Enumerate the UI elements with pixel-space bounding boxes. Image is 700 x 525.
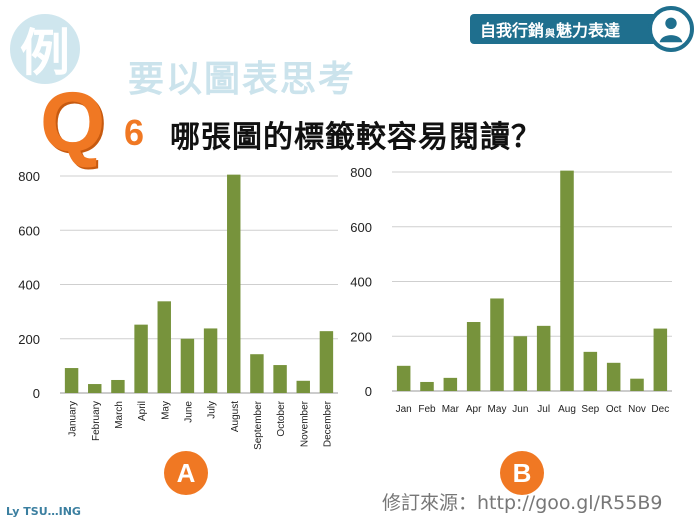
bar-feb — [420, 381, 434, 391]
bar-may — [157, 301, 171, 393]
category-label: Sep — [581, 404, 599, 415]
category-label: August — [230, 401, 241, 432]
question-number: 6 — [124, 112, 145, 153]
question-letter: Q — [40, 75, 106, 169]
banner-text-a: 自我行銷 — [480, 21, 545, 40]
bar-may — [490, 298, 504, 391]
category-label: December — [322, 400, 333, 447]
category-label: Oct — [606, 404, 622, 415]
bar-jul — [536, 325, 551, 391]
bar-december — [319, 331, 334, 393]
y-tick-label: 0 — [365, 384, 372, 399]
y-tick-label: 800 — [350, 165, 372, 180]
bar-mar — [443, 377, 458, 391]
bar-aug — [560, 170, 574, 391]
category-label: Apr — [466, 404, 482, 415]
category-label: Jan — [396, 404, 412, 415]
question-text: 哪張圖的標籤較容易閱讀？ — [170, 120, 542, 155]
y-tick-label: 0 — [33, 386, 40, 401]
chart-a-label: A — [164, 451, 208, 495]
y-tick-label: 800 — [18, 169, 40, 184]
bar-february — [88, 384, 102, 393]
category-label: May — [160, 401, 171, 420]
category-label: September — [253, 400, 264, 450]
banner-text-small: 與 — [545, 28, 556, 40]
category-label: May — [488, 404, 507, 415]
category-label: November — [299, 400, 310, 447]
bar-sep — [583, 351, 598, 391]
source-citation: 修訂來源：http://goo.gl/R55B9 — [382, 492, 663, 514]
bar-june — [180, 338, 195, 393]
category-label: October — [276, 400, 287, 436]
bar-november — [296, 380, 310, 393]
category-label: July — [207, 401, 218, 419]
category-label: January — [68, 401, 79, 437]
category-label: April — [137, 401, 148, 421]
bar-apr — [466, 322, 481, 391]
y-tick-label: 400 — [350, 275, 372, 290]
y-tick-label: 200 — [18, 332, 40, 347]
chart-b-label: B — [500, 451, 544, 495]
course-banner: 自我行銷 與 魅力表達 — [470, 14, 670, 44]
bar-dec — [653, 328, 668, 391]
example-glyph: 例 — [10, 14, 80, 84]
bar-nov — [630, 378, 644, 391]
category-label: February — [91, 401, 102, 441]
category-label: Feb — [418, 404, 436, 415]
banner-text-b: 魅力表達 — [556, 21, 621, 40]
bar-january — [64, 368, 79, 393]
category-label: June — [183, 401, 194, 423]
bar-september — [250, 354, 264, 393]
bar-october — [273, 365, 287, 393]
category-label: Mar — [442, 404, 460, 415]
bar-jun — [513, 336, 528, 391]
category-label: Dec — [651, 404, 669, 415]
category-label: Jun — [512, 404, 528, 415]
bar-august — [227, 174, 241, 393]
category-label: Jul — [537, 404, 550, 415]
y-tick-label: 200 — [350, 329, 372, 344]
slide-subtitle: 要以圖表思考 — [128, 59, 357, 100]
brand-badge-icon — [648, 6, 694, 52]
category-label: Aug — [558, 404, 576, 415]
category-label: March — [114, 401, 125, 429]
y-tick-label: 600 — [18, 223, 40, 238]
bar-july — [203, 328, 218, 393]
bar-jan — [396, 365, 411, 391]
bar-april — [134, 324, 148, 393]
bar-march — [111, 379, 125, 393]
y-tick-label: 600 — [350, 220, 372, 235]
bar-oct — [606, 362, 621, 391]
footer-logo: Ly TSU…ING — [6, 505, 81, 518]
category-label: Nov — [628, 404, 646, 415]
y-tick-label: 400 — [18, 278, 40, 293]
